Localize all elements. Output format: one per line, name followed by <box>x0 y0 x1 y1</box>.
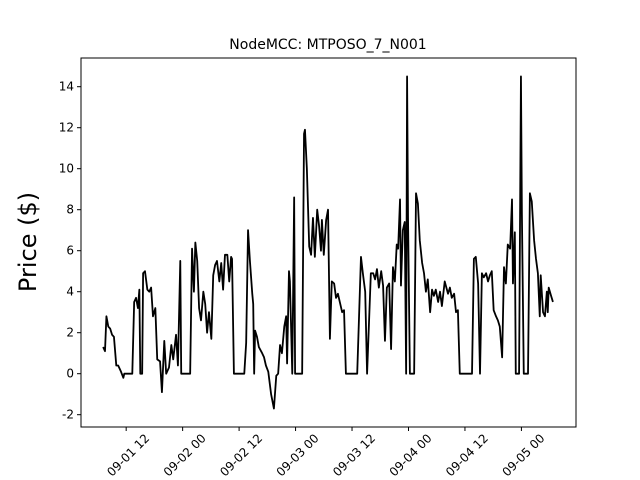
y-tick-label: 12 <box>59 121 74 135</box>
y-tick-label: 10 <box>59 162 74 176</box>
y-tick-label: 6 <box>66 244 74 258</box>
y-tick-label: -2 <box>62 408 74 422</box>
y-tick-label: 2 <box>66 326 74 340</box>
data-line <box>102 75 554 410</box>
plot-frame <box>80 57 577 428</box>
chart-title: NodeMCC: MTPOSO_7_N001 <box>229 37 426 53</box>
y-tick-label: 4 <box>66 285 74 299</box>
y-tick-label: 0 <box>66 367 74 381</box>
y-tick-label: 14 <box>59 80 74 94</box>
y-tick-label: 8 <box>66 203 74 217</box>
y-axis-label: Price ($) <box>14 192 42 292</box>
